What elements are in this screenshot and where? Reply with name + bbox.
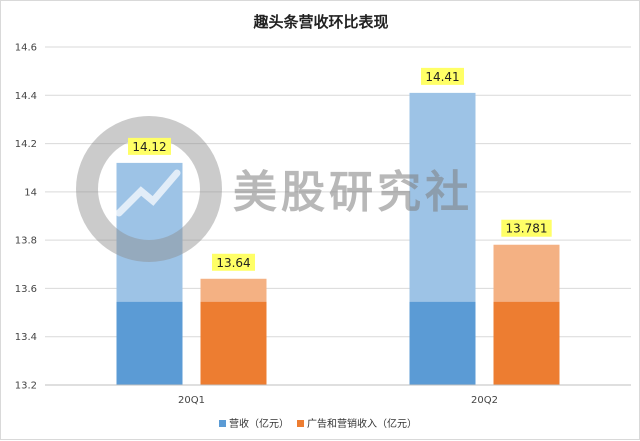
data-label-highlight [128, 137, 171, 155]
bar [200, 301, 267, 385]
data-label: 13.64 [216, 256, 250, 270]
x-tick-label: 20Q1 [178, 395, 205, 406]
legend-swatch [297, 420, 304, 427]
bar-upper [116, 162, 183, 302]
legend-label: 广告和营销收入（亿元） [307, 417, 417, 430]
watermark: 美股研究社 [76, 116, 473, 262]
data-label-highlight [212, 253, 255, 271]
y-tick-label: 13.4 [15, 332, 37, 343]
data-label-highlight [501, 219, 552, 237]
data-label: 13.781 [506, 222, 548, 236]
x-tick-label: 20Q2 [471, 395, 498, 406]
legend-swatch [219, 420, 226, 427]
watermark-arrow-icon [115, 169, 181, 217]
bar [409, 301, 476, 385]
y-tick-label: 14.6 [15, 43, 37, 54]
bar [493, 301, 560, 385]
data-label: 14.12 [132, 140, 166, 154]
y-tick-label: 13.2 [15, 381, 37, 392]
legend-label: 营收（亿元） [229, 417, 289, 430]
x-axis-ticks: 20Q1 20Q2 [178, 395, 498, 406]
y-tick-label: 14 [24, 187, 37, 198]
bars [116, 92, 560, 385]
y-axis-ticks: 13.2 13.4 13.6 13.8 14 14.2 14.4 14.6 [15, 43, 37, 392]
bar-upper [200, 278, 267, 302]
chart-title: 趣头条营收环比表现 [252, 13, 388, 31]
y-tick-label: 14.4 [15, 91, 37, 102]
data-label-highlight [421, 67, 464, 85]
y-tick-label: 14.2 [15, 139, 37, 150]
watermark-logo-icon [76, 116, 222, 262]
bar-upper [409, 92, 476, 302]
data-label: 14.41 [425, 70, 459, 84]
y-tick-label: 13.8 [15, 236, 37, 247]
bar-upper [493, 244, 560, 302]
legend: 营收（亿元） 广告和营销收入（亿元） [219, 417, 417, 430]
y-tick-label: 13.6 [15, 284, 37, 295]
bar [116, 301, 183, 385]
data-labels: 14.12 13.64 14.41 13.781 [128, 67, 552, 271]
watermark-text: 美股研究社 [233, 167, 473, 218]
